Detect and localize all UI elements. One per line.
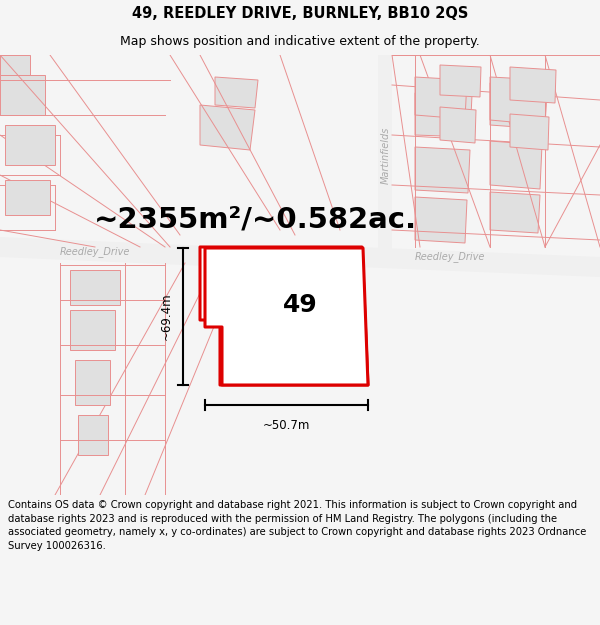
Polygon shape xyxy=(490,192,540,233)
Polygon shape xyxy=(0,55,30,75)
Text: Contains OS data © Crown copyright and database right 2021. This information is : Contains OS data © Crown copyright and d… xyxy=(8,500,586,551)
Polygon shape xyxy=(415,197,467,243)
Polygon shape xyxy=(440,65,481,97)
Polygon shape xyxy=(415,93,472,137)
Polygon shape xyxy=(215,77,258,108)
Polygon shape xyxy=(310,245,600,277)
Polygon shape xyxy=(70,310,115,350)
Polygon shape xyxy=(75,360,110,405)
Polygon shape xyxy=(510,67,556,103)
Polygon shape xyxy=(70,270,120,305)
Polygon shape xyxy=(200,105,255,150)
Polygon shape xyxy=(510,114,549,150)
Text: Martinfields: Martinfields xyxy=(381,126,391,184)
Polygon shape xyxy=(490,83,547,129)
Polygon shape xyxy=(78,415,108,455)
Polygon shape xyxy=(415,77,467,119)
Text: Reedley_Drive: Reedley_Drive xyxy=(60,246,130,258)
Text: ~69.4m: ~69.4m xyxy=(160,292,173,340)
Text: 49, REEDLEY DRIVE, BURNLEY, BB10 2QS: 49, REEDLEY DRIVE, BURNLEY, BB10 2QS xyxy=(132,6,468,21)
Polygon shape xyxy=(5,125,55,165)
Polygon shape xyxy=(5,180,50,215)
Polygon shape xyxy=(415,147,470,193)
Polygon shape xyxy=(205,248,368,385)
Polygon shape xyxy=(378,55,392,265)
Text: Reedley_Drive: Reedley_Drive xyxy=(415,251,485,262)
Polygon shape xyxy=(0,75,45,115)
Text: ~50.7m: ~50.7m xyxy=(263,419,310,432)
Text: 49: 49 xyxy=(283,293,317,317)
Text: ~2355m²/~0.582ac.: ~2355m²/~0.582ac. xyxy=(94,206,416,234)
Polygon shape xyxy=(0,237,230,267)
Polygon shape xyxy=(200,247,368,385)
Text: Map shows position and indicative extent of the property.: Map shows position and indicative extent… xyxy=(120,35,480,48)
Polygon shape xyxy=(490,141,542,189)
Polygon shape xyxy=(490,77,547,125)
Polygon shape xyxy=(440,107,476,143)
